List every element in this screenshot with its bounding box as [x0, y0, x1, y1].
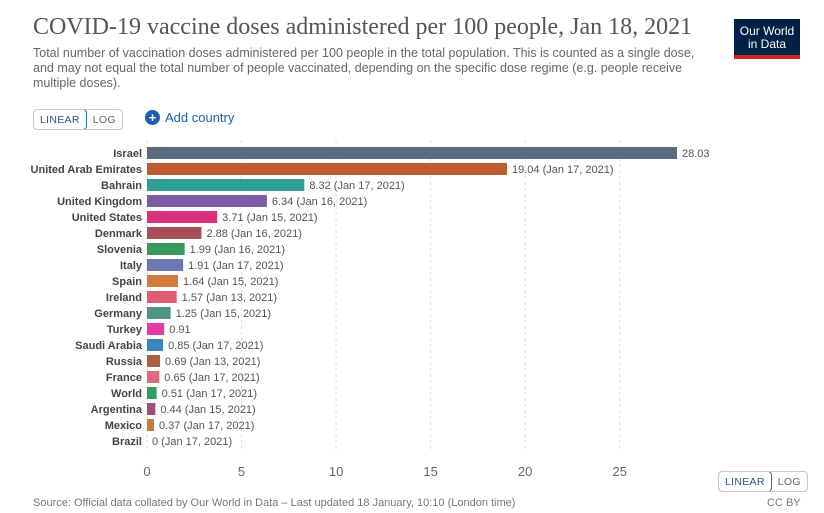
logo-accent-bar — [734, 55, 800, 59]
value-label: 6.34 (Jan 16, 2021) — [272, 196, 367, 208]
value-label: 0.37 (Jan 17, 2021) — [159, 420, 254, 432]
x-tick-label: 25 — [612, 464, 626, 479]
category-label: Bahrain — [101, 180, 142, 192]
x-axis-ticks: 0 5 10 15 20 25 — [143, 464, 627, 479]
plus-circle-icon: + — [145, 110, 160, 125]
chart-title: COVID-19 vaccine doses administered per … — [33, 14, 693, 40]
category-label: Israel — [113, 148, 142, 160]
category-label: United States — [72, 212, 142, 224]
add-country-button[interactable]: + Add country — [145, 110, 234, 125]
value-label: 0.65 (Jan 17, 2021) — [164, 372, 259, 384]
bar[interactable] — [147, 323, 165, 335]
value-label: 1.25 (Jan 15, 2021) — [176, 308, 271, 320]
bars: Israel 28.03 United Arab Emirates 19.04 (Ja… — [31, 147, 710, 448]
bar[interactable] — [147, 371, 160, 383]
category-label: Saudi Arabia — [75, 340, 143, 352]
category-label: Italy — [120, 260, 143, 272]
category-label: United Arab Emirates — [31, 164, 142, 176]
category-label: World — [111, 388, 142, 400]
x-tick-label: 0 — [143, 464, 150, 479]
value-label: 1.64 (Jan 15, 2021) — [183, 276, 278, 288]
value-label: 28.03 — [682, 148, 710, 160]
add-country-label: Add country — [165, 110, 235, 125]
bar[interactable] — [147, 275, 179, 287]
bar[interactable] — [147, 355, 161, 367]
category-label: Ireland — [106, 292, 142, 304]
linear-scale-button[interactable]: LINEAR — [33, 110, 87, 129]
bar[interactable] — [147, 163, 508, 175]
category-label: Slovenia — [97, 244, 143, 256]
category-label: Germany — [94, 308, 143, 320]
logo-line-1: Our World — [739, 24, 795, 38]
category-label: Mexico — [105, 420, 143, 432]
grid-lines — [146, 140, 621, 451]
x-tick-label: 10 — [329, 464, 343, 479]
value-label: 0.91 — [169, 324, 190, 336]
bar[interactable] — [147, 419, 154, 431]
linear-scale-button-bottom[interactable]: LINEAR — [718, 472, 772, 491]
bar-chart: Israel 28.03 United Arab Emirates 19.04 (Ja… — [31, 140, 710, 479]
value-label: 2.88 (Jan 16, 2021) — [206, 228, 301, 240]
value-label: 1.91 (Jan 17, 2021) — [188, 260, 283, 272]
value-label: 0.69 (Jan 13, 2021) — [165, 356, 260, 368]
bar[interactable] — [147, 147, 677, 159]
category-label: Spain — [112, 276, 142, 288]
bar[interactable] — [147, 227, 202, 239]
value-label: 19.04 (Jan 17, 2021) — [512, 164, 614, 176]
license-link[interactable]: CC BY — [767, 497, 801, 509]
x-tick-label: 5 — [238, 464, 245, 479]
scale-toggle-top: LINEAR LOG — [33, 109, 123, 130]
category-label: Argentina — [91, 404, 143, 416]
x-tick-label: 20 — [518, 464, 532, 479]
category-label: Brazil — [112, 436, 142, 448]
category-label: France — [106, 372, 142, 384]
source-note: Source: Official data collated by Our Wo… — [33, 497, 516, 509]
owid-logo[interactable]: Our World in Data — [734, 19, 800, 59]
bar[interactable] — [147, 387, 157, 399]
value-label: 0.51 (Jan 17, 2021) — [162, 388, 257, 400]
value-label: 1.57 (Jan 13, 2021) — [182, 292, 277, 304]
bar[interactable] — [147, 291, 177, 303]
bar[interactable] — [147, 339, 164, 351]
value-label: 0 (Jan 17, 2021) — [152, 436, 232, 448]
bar[interactable] — [147, 195, 267, 207]
log-scale-button-bottom[interactable]: LOG — [777, 475, 801, 488]
value-label: 0.44 (Jan 15, 2021) — [160, 404, 255, 416]
scale-toggle-bottom: LINEAR LOG — [718, 471, 808, 492]
bar[interactable] — [147, 403, 156, 415]
bar[interactable] — [147, 211, 218, 223]
category-label: Turkey — [107, 324, 143, 336]
value-label: 1.99 (Jan 16, 2021) — [190, 244, 285, 256]
bar[interactable] — [147, 179, 305, 191]
value-label: 8.32 (Jan 17, 2021) — [309, 180, 404, 192]
log-scale-button[interactable]: LOG — [92, 113, 116, 126]
value-label: 0.85 (Jan 17, 2021) — [168, 340, 263, 352]
category-label: United Kingdom — [57, 196, 142, 208]
value-label: 3.71 (Jan 15, 2021) — [222, 212, 317, 224]
category-label: Russia — [106, 356, 143, 368]
bar[interactable] — [147, 243, 185, 255]
logo-line-2: in Data — [747, 37, 787, 51]
chart-subtitle: Total number of vaccination doses admini… — [33, 46, 695, 90]
bar[interactable] — [147, 307, 171, 319]
bar[interactable] — [147, 259, 184, 271]
x-tick-label: 15 — [423, 464, 437, 479]
category-label: Denmark — [95, 228, 143, 240]
